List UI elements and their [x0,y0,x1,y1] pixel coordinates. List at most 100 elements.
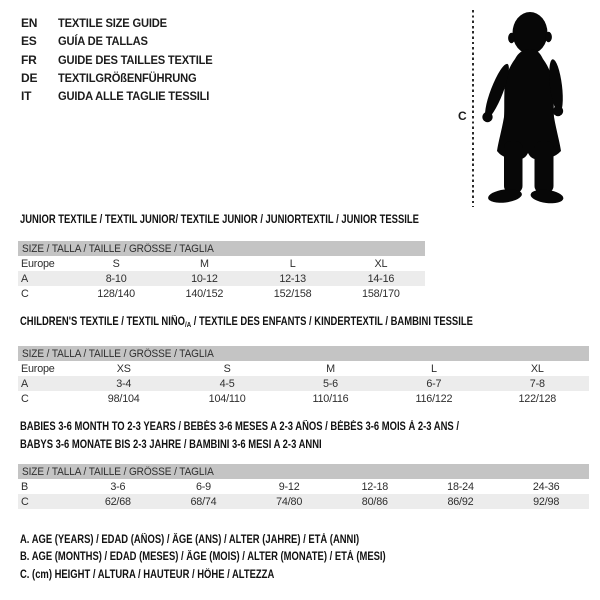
language-row: IT GUIDA ALLE TAGLIE TESSILI [21,87,224,105]
size-header-band-label: SIZE / TALLA / TAILLE / GRÖSSE / TAGLIA [22,242,214,255]
cell: A [21,377,29,390]
babies-title-line1: BABIES 3-6 MONTH TO 2-3 YEARS / BEBÉS 3-… [20,421,459,433]
cell: XS [116,362,131,375]
language-row: ES GUÍA DE TALLAS [21,32,224,50]
cell: 7-8 [529,377,545,390]
children-table-title-text: CHILDREN'S TEXTILE / TEXTIL NIÑO/A / TEX… [20,316,473,331]
table-row: C 128/140 140/152 152/158 158/170 [18,286,425,301]
cell: C [21,495,29,508]
size-header-band-label: SIZE / TALLA / TAILLE / GRÖSSE / TAGLIA [22,347,214,360]
cell: L [289,257,296,270]
babies-table: B 3-6 6-9 9-12 12-18 18-24 24-36 C 62/68… [18,479,589,509]
junior-table-title-text: JUNIOR TEXTILE / TEXTIL JUNIOR/ TEXTILE … [20,214,419,226]
cell: M [326,362,335,375]
babies-table-title: BABIES 3-6 MONTH TO 2-3 YEARS / BEBÉS 3-… [20,419,555,454]
legend-notes: A. AGE (YEARS) / EDAD (AÑOS) / ÂGE (ANS)… [20,532,466,584]
table-row: A 8-10 10-12 12-13 14-16 [18,271,425,286]
cell: 122/128 [518,392,557,405]
cell: 104/110 [208,392,246,405]
language-code: FR [21,52,37,67]
table-row: C 98/104 104/110 110/116 116/122 122/128 [18,391,589,406]
cell: M [199,257,209,270]
children-size-table: SIZE / TALLA / TAILLE / GRÖSSE / TAGLIA … [18,346,589,406]
cell: 110/116 [312,392,349,405]
size-header-band: SIZE / TALLA / TAILLE / GRÖSSE / TAGLIA [18,464,589,479]
cell: XL [530,362,544,375]
cell: 18-24 [447,480,474,493]
cell: 158/170 [362,287,400,300]
cell: S [112,257,120,270]
table-row: C 62/68 68/74 74/80 80/86 86/92 92/98 [18,494,589,509]
table-row: Europe XS S M L XL [18,361,589,376]
language-row: DE TEXTILGRÖßENFÜHRUNG [21,69,224,87]
baby-silhouette [482,12,564,204]
cell: S [223,362,231,375]
cell: 4-5 [219,377,235,390]
language-code: DE [21,71,38,86]
cell: 116/122 [415,392,453,405]
language-code: ES [21,34,37,49]
size-header-band: SIZE / TALLA / TAILLE / GRÖSSE / TAGLIA [18,346,589,361]
cell: A [21,272,29,285]
cell: 3-6 [110,480,126,493]
cell: 3-4 [116,377,132,390]
children-title-post: / TEXTILE DES ENFANTS / KINDERTEXTIL / B… [191,316,473,328]
cell: 10-12 [191,272,218,285]
children-table-title: CHILDREN'S TEXTILE / TEXTIL NIÑO/A / TEX… [20,316,572,331]
cell: XL [374,257,388,270]
cell: C [21,392,29,405]
note-age-months-text: B. AGE (MONTHS) / EDAD (MESES) / ÂGE (MO… [20,551,386,564]
note-age-months: B. AGE (MONTHS) / EDAD (MESES) / ÂGE (MO… [20,549,466,566]
language-code: EN [21,16,38,31]
cell: 152/158 [273,287,312,300]
cell: 74/80 [276,495,303,508]
cell: 12-18 [361,480,389,493]
junior-table: Europe S M L XL A 8-10 10-12 12-13 14-16… [18,256,425,301]
cell: 6-7 [426,377,442,390]
cell: 98/104 [107,392,140,405]
table-row: B 3-6 6-9 9-12 12-18 18-24 24-36 [18,479,589,494]
cell: 8-10 [105,272,127,285]
note-height-cm-text: C. (cm) HEIGHT / ALTURA / HAUTEUR / HÖHE… [20,568,275,581]
size-header-band-label: SIZE / TALLA / TAILLE / GRÖSSE / TAGLIA [22,465,214,478]
height-measure-label: C [458,109,467,123]
cell: L [430,362,437,375]
language-row: EN TEXTILE SIZE GUIDE [21,14,224,32]
cell: 5-6 [322,377,338,390]
cell: B [21,480,29,493]
language-row: FR GUIDE DES TAILLES TEXTILE [21,51,224,69]
note-age-years-text: A. AGE (YEARS) / EDAD (AÑOS) / ÂGE (ANS)… [20,534,360,546]
size-header-band: SIZE / TALLA / TAILLE / GRÖSSE / TAGLIA [18,241,425,256]
table-row: A 3-4 4-5 5-6 6-7 7-8 [18,376,589,391]
height-dashed-line [472,10,475,207]
cell: 24-36 [532,480,560,493]
babies-size-table: SIZE / TALLA / TAILLE / GRÖSSE / TAGLIA … [18,464,589,509]
language-title: TEXTILE SIZE GUIDE [58,16,167,31]
junior-size-table: SIZE / TALLA / TAILLE / GRÖSSE / TAGLIA … [18,241,425,301]
cell: 92/98 [533,495,560,508]
note-height-cm: C. (cm) HEIGHT / ALTURA / HAUTEUR / HÖHE… [20,567,466,584]
cell: 68/74 [190,495,217,508]
cell: 128/140 [97,287,135,300]
cell: 14-16 [367,272,395,285]
children-title-pre: CHILDREN'S TEXTILE / TEXTIL NIÑO [20,316,186,328]
language-title: TEXTILGRÖßENFÜHRUNG [58,71,197,86]
cell: 80/86 [361,495,388,508]
cell: C [21,287,29,300]
children-title-sub: /A [185,320,192,329]
language-title: GUIDE DES TAILLES TEXTILE [58,52,213,67]
cell: Europe [21,257,55,270]
language-title-list: EN TEXTILE SIZE GUIDE ES GUÍA DE TALLAS … [21,14,224,105]
cell: 62/68 [104,495,131,508]
junior-table-title: JUNIOR TEXTILE / TEXTIL JUNIOR/ TEXTILE … [20,214,506,227]
table-row: Europe S M L XL [18,256,425,271]
cell: 86/92 [447,495,474,508]
cell: 140/152 [185,287,224,300]
language-title: GUÍA DE TALLAS [58,34,148,49]
cell: 6-9 [195,480,211,493]
children-table: Europe XS S M L XL A 3-4 4-5 5-6 6-7 7-8… [18,361,589,406]
cell: 12-13 [279,272,306,285]
cell: Europe [21,362,55,375]
cell: 9-12 [278,480,300,493]
